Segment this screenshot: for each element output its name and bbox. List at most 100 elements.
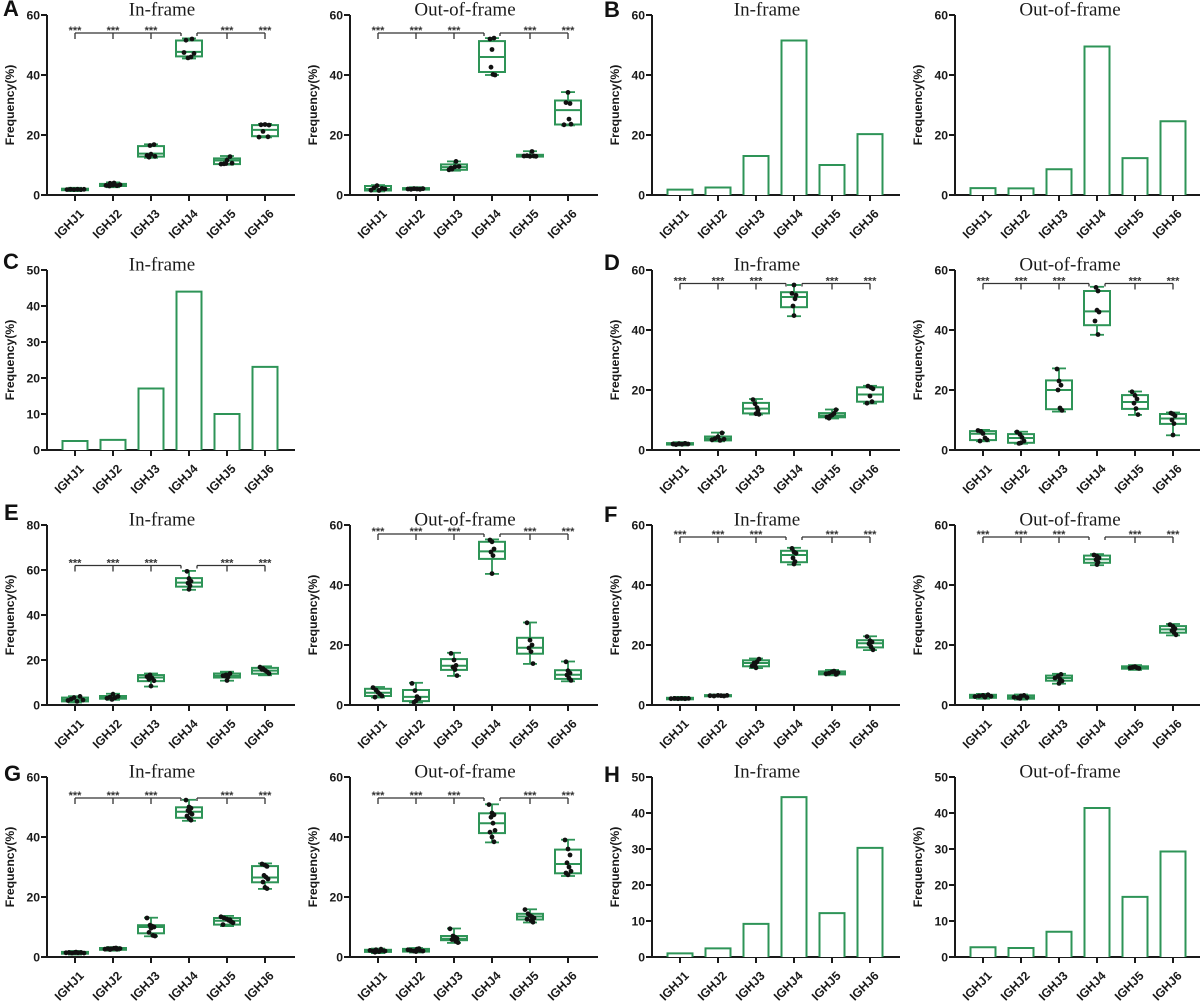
subplot-title: Out-of-frame — [1019, 762, 1120, 783]
data-point — [789, 546, 795, 551]
x-tick-label: IGHJ1 — [960, 969, 995, 1004]
data-point — [455, 940, 461, 945]
data-point — [489, 571, 495, 576]
panel-letter-D: D — [604, 250, 620, 275]
x-tick-label: IGHJ4 — [1074, 462, 1109, 497]
data-point — [682, 696, 688, 702]
y-tick-label: 40 — [631, 68, 645, 82]
sig-stars: *** — [864, 529, 878, 541]
x-tick-label: IGHJ1 — [355, 207, 390, 242]
data-point — [489, 539, 495, 545]
data-point — [382, 186, 388, 192]
data-point — [452, 164, 458, 170]
y-tick-label: 20 — [26, 890, 40, 904]
data-point — [372, 949, 378, 955]
y-tick-label: 10 — [26, 407, 40, 421]
sig-stars: *** — [145, 25, 159, 37]
data-point — [563, 659, 569, 665]
data-point — [489, 834, 495, 840]
x-tick-label: IGHJ5 — [507, 969, 542, 1004]
sig-stars: *** — [1129, 529, 1143, 541]
data-point — [256, 134, 262, 140]
x-tick-label: IGHJ4 — [469, 207, 504, 242]
data-point — [490, 820, 496, 826]
x-tick-label: IGHJ1 — [52, 717, 87, 752]
data-point — [227, 917, 233, 923]
box-IGHJ1 — [364, 183, 392, 193]
x-tick-label: IGHJ4 — [1074, 969, 1109, 1004]
data-point — [374, 183, 380, 189]
bar-IGHJ2 — [704, 947, 732, 957]
data-point — [1131, 400, 1137, 406]
box-IGHJ2 — [402, 946, 430, 954]
data-point — [753, 665, 759, 671]
x-tick-label: IGHJ3 — [733, 207, 768, 242]
x-tick-label: IGHJ4 — [166, 207, 201, 242]
data-point — [1058, 382, 1064, 388]
data-point — [224, 678, 230, 683]
data-point — [568, 868, 574, 874]
x-tick-label: IGHJ2 — [998, 717, 1033, 752]
data-point — [1173, 632, 1179, 638]
bar-IGHJ1 — [969, 187, 997, 195]
x-tick-label: IGHJ5 — [1112, 462, 1147, 497]
x-tick-label: IGHJ3 — [1036, 717, 1071, 752]
subplot-title: In-frame — [129, 510, 195, 531]
x-tick-label: IGHJ4 — [1074, 717, 1109, 752]
subplot-title: In-frame — [734, 255, 800, 276]
subplot-title: Out-of-frame — [1019, 255, 1120, 276]
subplot-title: Out-of-frame — [414, 510, 515, 531]
x-tick-label: IGHJ5 — [1112, 207, 1147, 242]
data-point — [227, 154, 233, 160]
bar-IGHJ5 — [818, 164, 846, 195]
sig-stars: *** — [107, 25, 121, 37]
bar-IGHJ6 — [1159, 120, 1187, 195]
x-tick-label: IGHJ5 — [809, 462, 844, 497]
subplot-title: In-frame — [734, 0, 800, 21]
panel-letter-B: B — [604, 0, 620, 22]
y-tick-label: 60 — [26, 770, 40, 784]
box-IGHJ2 — [402, 186, 430, 192]
data-point — [1135, 412, 1141, 417]
x-tick-label: IGHJ6 — [545, 207, 580, 242]
data-point — [568, 121, 574, 127]
data-point — [1016, 441, 1022, 446]
data-point — [1056, 378, 1062, 384]
x-tick-label: IGHJ6 — [545, 717, 580, 752]
panel-B: In-frame 0 20 40 60 Frequency(%) IGHJ1 IGHJ2 IGH… — [605, 0, 1200, 249]
bar-IGHJ5 — [1121, 895, 1149, 957]
data-point — [988, 693, 994, 699]
sig-stars: *** — [410, 526, 424, 538]
data-point — [717, 438, 723, 443]
y-tick-label: 40 — [631, 806, 645, 820]
y-tick-label: 60 — [329, 518, 343, 532]
data-point — [1059, 408, 1065, 413]
box-IGHJ4 — [175, 36, 203, 61]
data-point — [530, 919, 536, 925]
data-point — [750, 397, 756, 402]
panel-D: In-frame 0 20 40 60 Frequency(%) IGHJ1 IGHJ2 IGH… — [605, 254, 1200, 504]
box-IGHJ4 — [1083, 552, 1111, 567]
data-point — [413, 949, 419, 954]
y-tick-label: 40 — [934, 806, 948, 820]
sig-stars: *** — [977, 529, 991, 541]
y-tick-label: 40 — [934, 68, 948, 82]
sig-stars: *** — [145, 790, 159, 802]
data-point — [73, 949, 79, 955]
y-tick-label: 0 — [638, 698, 645, 712]
data-point — [492, 72, 498, 78]
y-tick-label: 10 — [934, 914, 948, 928]
y-tick-label: 80 — [26, 518, 40, 532]
data-point — [448, 651, 454, 656]
y-axis-label: Frequency(%) — [3, 575, 17, 656]
panel-C: In-frame 0 10 20 30 40 50 Frequency(%) IGHJ1 IGHJ… — [0, 254, 605, 504]
box-IGHJ1 — [364, 685, 392, 700]
data-point — [227, 671, 233, 676]
